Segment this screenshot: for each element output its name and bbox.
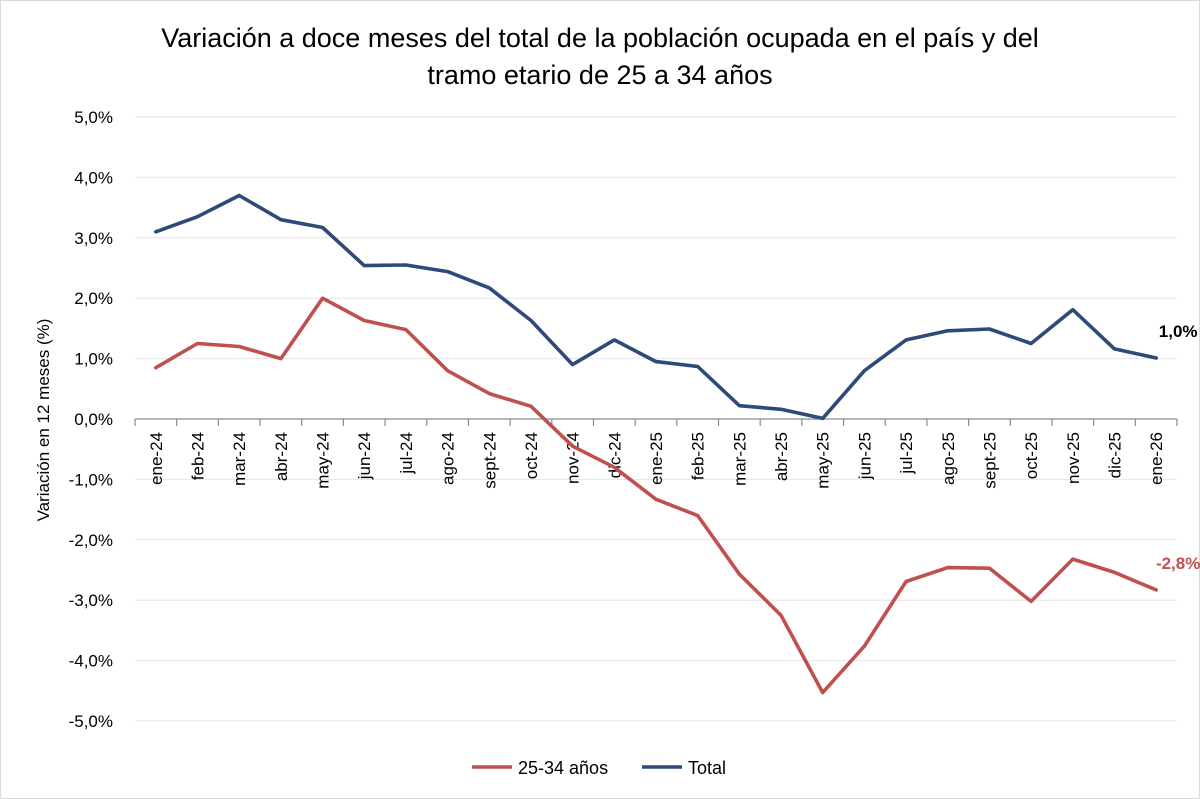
x-tick-label: sept-24 (480, 432, 499, 489)
y-tick-label: 3,0% (74, 229, 113, 248)
y-tick-label: -3,0% (69, 591, 113, 610)
series-lines (154, 193, 1158, 695)
x-tick-label: nov-24 (564, 432, 583, 484)
end-labels: -2,8% 1,0% (1156, 322, 1200, 573)
legend: 25-34 años Total (472, 758, 726, 778)
x-tick-label: dic-25 (1105, 432, 1124, 478)
x-tick-label: abr-24 (272, 432, 291, 481)
gridlines (135, 116, 1177, 722)
y-tick-label: -1,0% (69, 470, 113, 489)
x-tick-label: may-25 (814, 432, 833, 489)
x-tick-label: mar-24 (230, 432, 249, 486)
x-tick-label: oct-25 (1022, 432, 1041, 479)
y-tick-label: 0,0% (74, 410, 113, 429)
y-tick-label: 4,0% (74, 168, 113, 187)
y-tick-label: -2,0% (69, 531, 113, 550)
y-tick-label: -4,0% (69, 652, 113, 671)
x-tick-label: ene-24 (147, 432, 166, 485)
x-tick-label: abr-25 (772, 432, 791, 481)
x-tick-label: feb-25 (689, 432, 708, 480)
x-tick-label: ago-24 (439, 432, 458, 485)
legend-label-25-34: 25-34 años (518, 758, 608, 778)
series-line-total (154, 193, 1158, 421)
x-tick-label: nov-25 (1064, 432, 1083, 484)
y-axis-ticks: 5,0% 4,0% 3,0% 2,0% 1,0% 0,0% -1,0% -2,0% -3,0% -… (69, 108, 113, 731)
x-tick-label: jun-25 (855, 432, 874, 480)
x-tick-label: ene-26 (1147, 432, 1166, 485)
x-axis: ene-24 feb-24 mar-24 abr-24 may-24 jun-24 jul-… (134, 418, 1178, 489)
y-tick-label: -5,0% (69, 712, 113, 731)
x-tick-label: mar-25 (730, 432, 749, 486)
y-tick-label: 2,0% (74, 289, 113, 308)
x-tick-label: jul-25 (897, 432, 916, 475)
x-tick-label: may-24 (314, 432, 333, 489)
x-tick-label: feb-24 (189, 432, 208, 480)
x-tick-label: jun-24 (355, 432, 374, 480)
x-tick-label: oct-24 (522, 432, 541, 479)
chart-title: Variación a doce meses del total de la p… (0, 20, 1200, 94)
y-axis-title: Variación en 12 meses (%) (34, 319, 53, 522)
x-tick-label: ago-25 (939, 432, 958, 485)
end-label-25-34: -2,8% (1156, 554, 1200, 573)
x-tick-label: sept-25 (980, 432, 999, 489)
x-tick-label: jul-24 (397, 432, 416, 475)
x-tick-label: ene-25 (647, 432, 666, 485)
chart-title-line-2: tramo etario de 25 a 34 años (427, 60, 773, 90)
end-label-total: 1,0% (1159, 322, 1198, 341)
series-line-25-34 (154, 296, 1158, 695)
chart-title-line-1: Variación a doce meses del total de la p… (161, 23, 1039, 53)
legend-label-total: Total (688, 758, 726, 778)
y-tick-label: 5,0% (74, 108, 113, 127)
y-tick-label: 1,0% (74, 350, 113, 369)
